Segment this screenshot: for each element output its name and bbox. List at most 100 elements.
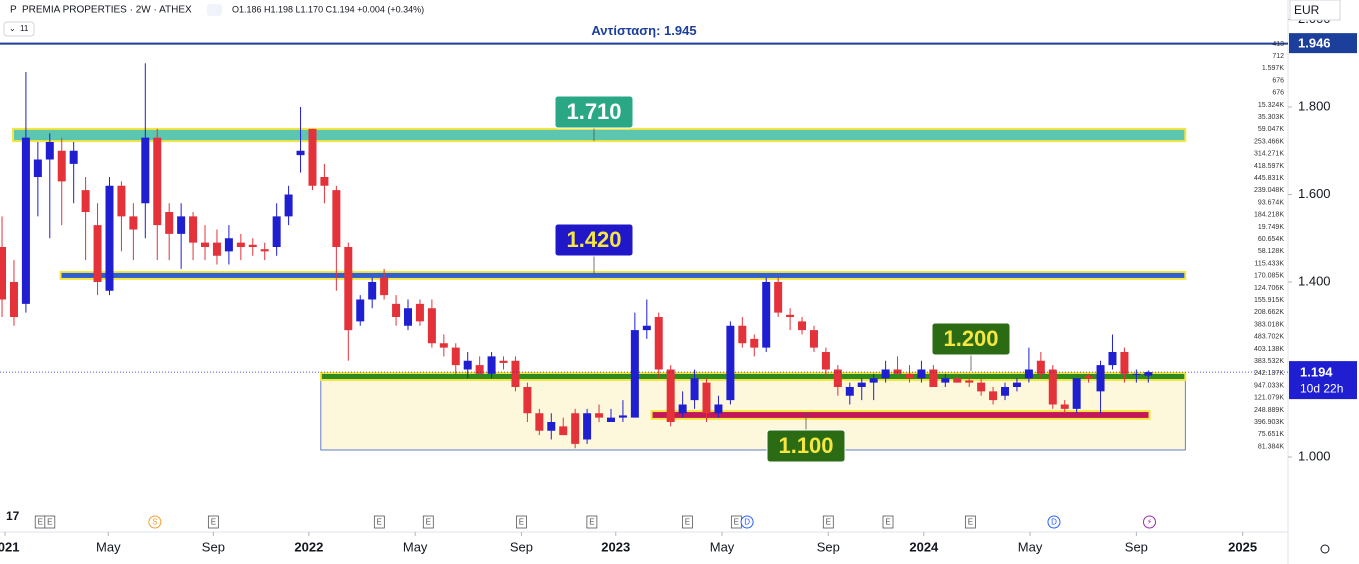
candle-body bbox=[678, 404, 687, 414]
event-label[interactable]: E bbox=[377, 518, 382, 527]
x-tick-label: 2023 bbox=[601, 539, 630, 554]
x-tick-label: 2024 bbox=[909, 539, 939, 554]
x-tick-label: 2022 bbox=[294, 539, 323, 554]
candle-body bbox=[511, 360, 520, 387]
candle-body bbox=[236, 242, 245, 247]
volume-label: 121.079K bbox=[1254, 395, 1284, 402]
indicator-count: 11 bbox=[20, 24, 29, 33]
volume-label: 418.597K bbox=[1254, 163, 1284, 170]
event-marker bbox=[964, 515, 976, 529]
event-label[interactable]: S bbox=[152, 518, 157, 527]
volume-label: 712 bbox=[1272, 53, 1284, 60]
event-label[interactable]: E bbox=[211, 518, 216, 527]
event-label[interactable]: E bbox=[519, 518, 524, 527]
symbol-title[interactable]: PREMIA PROPERTIES · 2W · ATHEX bbox=[22, 5, 192, 16]
candle-body bbox=[630, 330, 639, 418]
candle-body bbox=[571, 413, 580, 444]
event-label[interactable]: E bbox=[47, 518, 52, 527]
candle-body bbox=[750, 338, 759, 348]
candle-body bbox=[356, 299, 365, 322]
candle-body bbox=[1012, 382, 1021, 387]
candle-body bbox=[618, 415, 627, 418]
event-label[interactable]: E bbox=[968, 518, 973, 527]
candle-body bbox=[1132, 373, 1141, 375]
candle-body bbox=[404, 308, 412, 326]
candle-body bbox=[1048, 369, 1057, 405]
candle-body bbox=[929, 369, 938, 387]
volume-label: 483.702K bbox=[1254, 334, 1284, 341]
volume-label: 124.706K bbox=[1254, 285, 1284, 292]
candle-body bbox=[344, 246, 353, 331]
volume-label: 396.903K bbox=[1254, 419, 1284, 426]
currency[interactable]: EUR bbox=[1294, 3, 1320, 17]
settings-icon[interactable] bbox=[1320, 544, 1330, 554]
event-label[interactable]: D bbox=[744, 518, 750, 527]
candle-body bbox=[833, 369, 842, 387]
candle-body bbox=[1120, 351, 1129, 374]
volume-label: 15.324K bbox=[1258, 102, 1284, 109]
event-marker bbox=[740, 515, 754, 529]
candle-body bbox=[308, 128, 317, 186]
candle-body bbox=[774, 281, 783, 313]
event-label[interactable]: E bbox=[885, 518, 890, 527]
event-label[interactable]: D bbox=[1051, 518, 1057, 527]
candle-body bbox=[917, 369, 926, 379]
volume-label: 35.303K bbox=[1258, 114, 1284, 121]
event-label[interactable]: E bbox=[589, 518, 594, 527]
event-marker bbox=[586, 515, 598, 529]
candle-body bbox=[177, 216, 186, 234]
event-marker bbox=[882, 515, 894, 529]
candle-body bbox=[272, 216, 281, 247]
zone bbox=[12, 127, 1187, 143]
candle-body bbox=[989, 391, 998, 401]
event-label[interactable]: ⚡ bbox=[1147, 518, 1153, 527]
candle-body bbox=[284, 194, 293, 217]
x-tick-label: Sep bbox=[202, 539, 225, 554]
volume-label: 59.047K bbox=[1258, 126, 1284, 133]
volume-label: 155.915K bbox=[1254, 297, 1284, 304]
candle-body bbox=[463, 360, 472, 370]
x-tick-label: Sep bbox=[817, 539, 840, 554]
eye-icon[interactable] bbox=[207, 4, 222, 16]
candle-body bbox=[9, 281, 18, 317]
event-label[interactable]: E bbox=[734, 518, 739, 527]
candle-body bbox=[1084, 376, 1093, 379]
indicator-toggle[interactable] bbox=[3, 21, 35, 37]
candle-body bbox=[941, 378, 950, 383]
x-tick-label: May bbox=[710, 539, 735, 554]
candle-body bbox=[881, 369, 890, 379]
x-tick-label: May bbox=[96, 539, 121, 554]
resistance-label: Αντίσταση: 1.945 bbox=[591, 23, 696, 38]
candle-body bbox=[248, 244, 257, 247]
volume-label: 93.674K bbox=[1258, 199, 1284, 206]
candle-body bbox=[1024, 369, 1033, 379]
candle-body bbox=[380, 277, 389, 296]
x-tick-label: Sep bbox=[510, 539, 533, 554]
event-label[interactable]: E bbox=[426, 518, 431, 527]
candle-body bbox=[117, 185, 126, 217]
overlay: P PREMIA PROPERTIES · 2W · ATHEX O1.186 … bbox=[3, 0, 1341, 554]
x-tick-label: May bbox=[1018, 539, 1043, 554]
candle-body bbox=[798, 321, 807, 331]
event-label[interactable]: E bbox=[826, 518, 831, 527]
candle-body bbox=[559, 426, 568, 436]
event-label[interactable]: E bbox=[38, 518, 43, 527]
candle-body bbox=[845, 386, 854, 396]
candle-body bbox=[153, 137, 162, 226]
event-marker bbox=[682, 515, 693, 529]
candle-body bbox=[869, 378, 878, 383]
candle-body bbox=[738, 325, 747, 344]
candle-body bbox=[809, 330, 818, 348]
event-label[interactable]: E bbox=[685, 518, 690, 527]
volume-label: 676 bbox=[1272, 90, 1284, 97]
candle-body bbox=[786, 314, 795, 317]
candle-body bbox=[965, 380, 974, 383]
candle-body bbox=[1001, 386, 1010, 396]
currency-box[interactable] bbox=[1289, 0, 1341, 21]
volume-label: 314.271K bbox=[1254, 151, 1284, 158]
y-tick-label: 1.600 bbox=[1298, 186, 1331, 201]
volume-label: 383.018K bbox=[1254, 321, 1284, 328]
zone-label: 1.420 bbox=[566, 227, 621, 252]
candle-body bbox=[69, 150, 78, 164]
